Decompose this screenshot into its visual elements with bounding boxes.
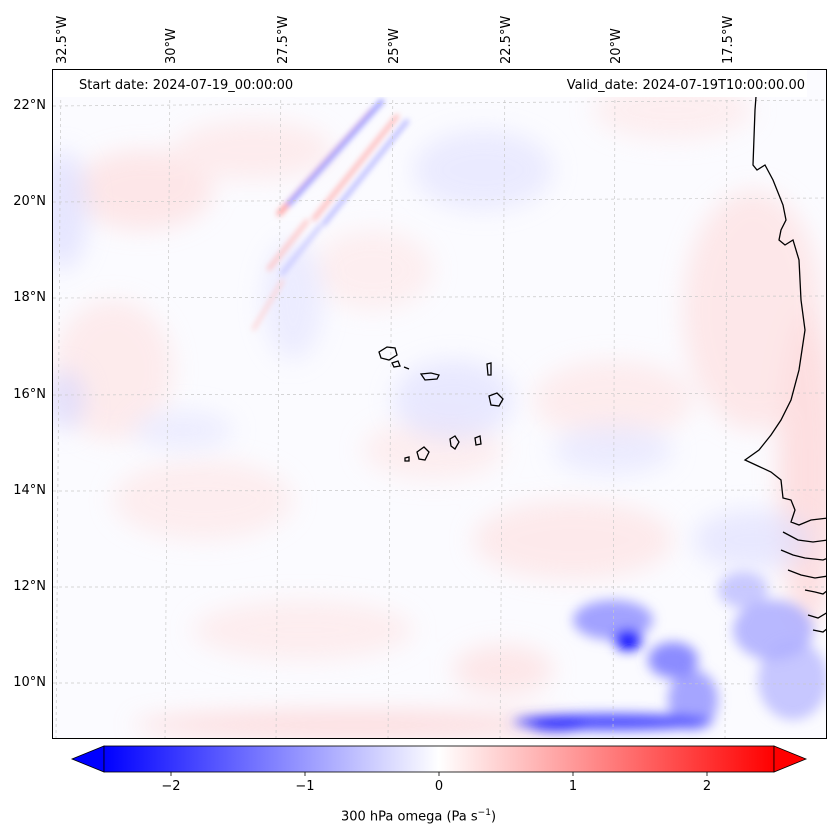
colorbar-tick-1: 1 [568,779,578,794]
lon-label-30w: 30°W [164,28,179,64]
omega-field [53,70,826,738]
colorbar-tick-minus2: −2 [161,779,181,794]
start-date-text: Start date: 2024-07-19_00:00:00 [79,78,294,93]
lat-label-20n: 20°N [13,194,46,209]
lat-label-10n: 10°N [13,675,46,690]
omega-streak-band [251,98,410,331]
colorbar [70,745,808,776]
date-banner: Start date: 2024-07-19_00:00:00 Valid_da… [55,70,807,97]
colorbar-label-main: 300 hPa omega (Pa s [340,809,478,825]
cape-verde-islands [378,346,504,462]
valid-date-text: Valid_date: 2024-07-19T10:00:00.00 [566,78,805,93]
lon-label-32-5w: 32.5°W [55,15,70,64]
colorbar-ticks [170,772,708,776]
lat-label-16n: 16°N [13,387,46,402]
omega-negative-areas [53,130,813,570]
omega-strong-negative [513,572,826,731]
lon-label-25w: 25°W [387,28,402,64]
lat-label-22n: 22°N [13,98,46,113]
colorbar-label-exponent: −1 [477,808,491,818]
omega-positive-areas [53,80,826,738]
colorbar-tick-2: 2 [702,779,712,794]
colorbar-gradient [103,745,775,773]
lon-label-20w: 20°W [609,28,624,64]
lat-label-14n: 14°N [13,483,46,498]
colorbar-label: 300 hPa omega (Pa s−1) [0,808,837,824]
colorbar-label-end: ) [490,809,497,825]
colorbar-extend-min [70,745,105,773]
map-frame: Start date: 2024-07-19_00:00:00 Valid_da… [52,69,827,739]
coastline [743,70,826,633]
lon-label-22-5w: 22.5°W [499,15,514,64]
lat-label-12n: 12°N [13,579,46,594]
lat-label-18n: 18°N [13,290,46,305]
colorbar-tick-minus1: −1 [295,779,315,794]
lon-label-17-5w: 17.5°W [721,15,736,64]
colorbar-extend-max [773,745,808,773]
graticule [53,70,826,738]
colorbar-tick-0: 0 [434,779,444,794]
lon-label-27-5w: 27.5°W [276,15,291,64]
